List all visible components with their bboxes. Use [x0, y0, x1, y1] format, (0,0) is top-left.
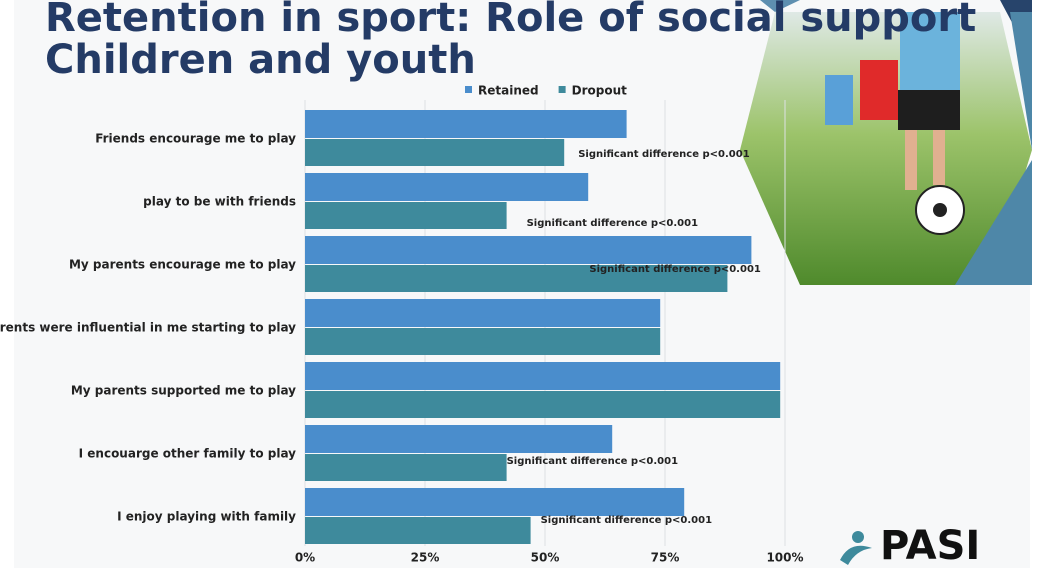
chart-title: Retention in sport: Role of social suppo… — [45, 0, 976, 41]
bar — [305, 173, 589, 201]
chart-subtitle: Children and youth — [45, 37, 476, 83]
x-tick-label: 25% — [411, 551, 440, 565]
annotation: Significant difference p<0.001 — [578, 149, 750, 160]
bar — [305, 488, 685, 516]
bar — [305, 454, 507, 481]
x-tick-label: 100% — [766, 551, 803, 565]
logo-text: PASI — [880, 523, 980, 568]
bar — [305, 202, 507, 229]
category-label: My parents encourage me to play — [69, 258, 296, 272]
category-label: My parents were influential in me starti… — [0, 321, 296, 335]
bar — [305, 299, 661, 327]
bar — [305, 110, 627, 138]
category-label: Friends encourage me to play — [95, 132, 296, 146]
category-label: I enjoy playing with family — [117, 510, 296, 524]
x-tick-label: 0% — [295, 551, 315, 565]
bar — [305, 362, 781, 390]
category-label: I encouarge other family to play — [79, 447, 297, 461]
legend-label: Retained — [478, 84, 539, 98]
bar — [305, 517, 531, 544]
annotation: Significant difference p<0.001 — [589, 264, 761, 275]
photo — [740, 0, 1032, 285]
legend-swatch — [558, 86, 566, 93]
legend-swatch — [465, 86, 472, 93]
category-label: My parents supported me to play — [71, 384, 296, 398]
bar — [305, 265, 728, 292]
annotation: Significant difference p<0.001 — [541, 515, 713, 526]
bar — [305, 236, 752, 264]
category-label: play to be with friends — [143, 195, 296, 209]
bar — [305, 328, 661, 355]
x-tick-label: 50% — [531, 551, 560, 565]
annotation: Significant difference p<0.001 — [507, 456, 679, 467]
logo: PASI — [840, 523, 980, 568]
bar — [305, 139, 565, 166]
bar — [305, 391, 781, 418]
annotation: Significant difference p<0.001 — [527, 218, 699, 229]
legend-label: Dropout — [572, 84, 628, 98]
bar — [305, 425, 613, 453]
x-tick-label: 75% — [651, 551, 680, 565]
